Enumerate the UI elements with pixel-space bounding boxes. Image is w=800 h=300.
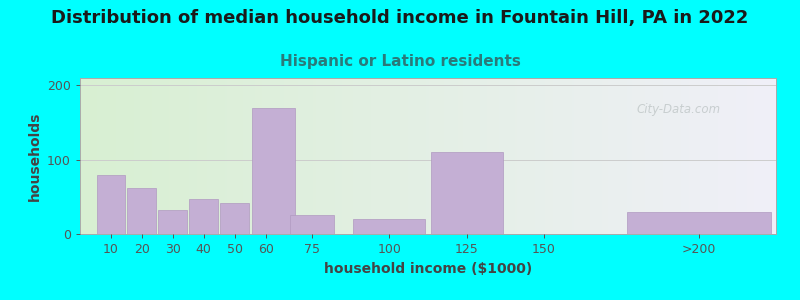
Bar: [626, 212, 770, 234]
Bar: [97, 175, 126, 234]
Bar: [158, 210, 187, 234]
Bar: [354, 219, 426, 234]
Y-axis label: households: households: [27, 111, 42, 201]
Bar: [220, 203, 249, 234]
Text: City-Data.com: City-Data.com: [637, 103, 721, 116]
Bar: [430, 152, 502, 234]
Text: Distribution of median household income in Fountain Hill, PA in 2022: Distribution of median household income …: [51, 9, 749, 27]
Bar: [127, 188, 156, 234]
Text: Hispanic or Latino residents: Hispanic or Latino residents: [279, 54, 521, 69]
Bar: [190, 199, 218, 234]
Bar: [290, 215, 334, 234]
Bar: [252, 108, 295, 234]
X-axis label: household income ($1000): household income ($1000): [324, 262, 532, 276]
